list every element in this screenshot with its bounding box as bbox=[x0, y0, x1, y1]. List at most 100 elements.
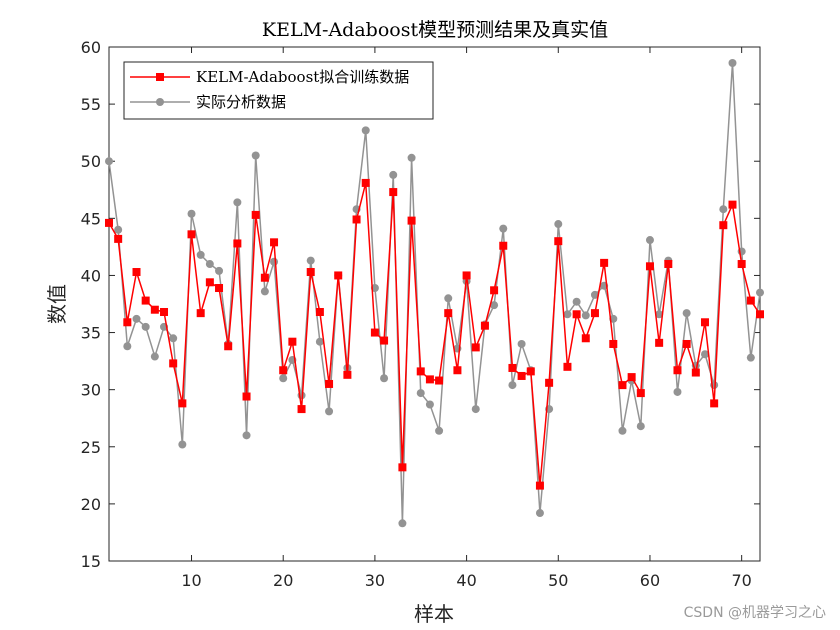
data-point-square bbox=[141, 296, 150, 305]
data-point-circle bbox=[535, 509, 544, 518]
data-point-square bbox=[178, 399, 187, 408]
data-point-circle bbox=[425, 400, 434, 409]
data-point-circle bbox=[673, 387, 682, 396]
data-point-circle bbox=[169, 334, 178, 343]
data-point-circle bbox=[636, 422, 645, 431]
plot-area bbox=[108, 46, 761, 562]
data-point-square bbox=[480, 321, 489, 330]
y-tick-label: 45 bbox=[81, 209, 101, 228]
data-point-circle bbox=[178, 440, 187, 449]
legend: KELM-Adaboost拟合训练数据 实际分析数据 bbox=[123, 61, 434, 120]
data-point-square bbox=[150, 305, 159, 314]
data-point-square bbox=[352, 215, 361, 224]
data-point-circle bbox=[233, 198, 242, 207]
data-point-circle bbox=[260, 287, 269, 296]
data-point-square bbox=[554, 237, 563, 246]
y-tick-label: 60 bbox=[81, 38, 101, 57]
data-point-square bbox=[114, 234, 123, 243]
data-point-square bbox=[719, 221, 728, 230]
x-tick-label: 50 bbox=[548, 571, 568, 590]
data-point-circle bbox=[205, 260, 214, 269]
y-tick-label: 20 bbox=[81, 495, 101, 514]
data-point-square bbox=[737, 260, 746, 269]
data-point-square bbox=[655, 338, 664, 347]
data-point-square bbox=[215, 284, 224, 293]
data-point-circle bbox=[728, 58, 737, 67]
x-axis: 10 20 30 40 50 60 70 bbox=[181, 47, 752, 590]
data-point-square bbox=[361, 178, 370, 187]
data-point-square bbox=[169, 359, 178, 368]
data-point-circle bbox=[746, 353, 755, 362]
data-point-circle bbox=[270, 257, 279, 266]
data-point-square bbox=[618, 381, 627, 390]
data-point-square bbox=[425, 375, 434, 384]
y-axis-label: 数值 bbox=[45, 284, 69, 324]
data-point-circle bbox=[435, 426, 444, 435]
data-point-square bbox=[645, 262, 654, 271]
data-point-circle bbox=[471, 405, 480, 414]
x-tick-label: 40 bbox=[456, 571, 476, 590]
y-tick-label: 50 bbox=[81, 152, 101, 171]
data-point-circle bbox=[196, 250, 205, 259]
legend-box bbox=[123, 61, 434, 120]
data-point-square bbox=[123, 318, 132, 327]
data-point-square bbox=[471, 343, 480, 352]
legend-marker-actual bbox=[156, 98, 164, 106]
data-point-circle bbox=[187, 209, 196, 218]
y-tick-label: 15 bbox=[81, 552, 101, 571]
data-point-circle bbox=[141, 322, 150, 331]
y-axis: 15 20 25 30 35 40 45 50 55 60 bbox=[81, 38, 760, 571]
data-point-circle bbox=[618, 426, 627, 435]
data-point-square bbox=[590, 309, 599, 318]
series-layer bbox=[105, 58, 764, 528]
data-point-square bbox=[746, 296, 755, 305]
data-point-square bbox=[453, 366, 462, 375]
data-point-square bbox=[700, 318, 709, 327]
data-point-circle bbox=[756, 288, 764, 297]
data-point-square bbox=[380, 336, 389, 345]
data-point-square bbox=[535, 481, 544, 490]
data-point-square bbox=[490, 286, 499, 295]
x-tick-label: 60 bbox=[640, 571, 660, 590]
data-point-circle bbox=[590, 290, 599, 299]
legend-marker-kelm bbox=[156, 73, 164, 81]
data-point-square bbox=[205, 278, 214, 287]
data-point-square bbox=[407, 216, 416, 225]
data-point-square bbox=[260, 273, 269, 282]
data-point-square bbox=[636, 389, 645, 398]
data-point-circle bbox=[361, 126, 370, 135]
data-point-circle bbox=[380, 374, 389, 383]
data-point-circle bbox=[499, 224, 508, 233]
data-point-circle bbox=[389, 170, 398, 179]
data-point-circle bbox=[682, 309, 691, 318]
data-point-square bbox=[563, 362, 572, 371]
series-actual bbox=[105, 58, 764, 528]
data-point-square bbox=[462, 271, 471, 280]
data-point-square bbox=[627, 373, 636, 382]
x-axis-label: 样本 bbox=[414, 602, 454, 626]
data-point-circle bbox=[325, 407, 334, 416]
data-point-circle bbox=[105, 157, 113, 166]
data-point-square bbox=[499, 241, 508, 250]
data-point-square bbox=[517, 371, 526, 380]
data-point-square bbox=[682, 339, 691, 348]
y-tick-label: 30 bbox=[81, 381, 101, 400]
data-point-square bbox=[526, 367, 535, 376]
data-point-circle bbox=[508, 381, 517, 390]
data-point-square bbox=[508, 363, 517, 372]
data-point-square bbox=[251, 210, 260, 219]
data-point-circle bbox=[279, 374, 288, 383]
data-point-square bbox=[710, 399, 719, 408]
data-point-circle bbox=[251, 151, 260, 160]
data-point-square bbox=[325, 379, 334, 388]
x-tick-label: 70 bbox=[731, 571, 751, 590]
data-point-square bbox=[572, 310, 581, 319]
data-point-square bbox=[370, 328, 379, 337]
data-point-circle bbox=[572, 297, 581, 306]
data-point-square bbox=[444, 309, 453, 318]
data-point-square bbox=[306, 268, 315, 277]
y-tick-label: 35 bbox=[81, 324, 101, 343]
data-point-square bbox=[242, 392, 251, 401]
data-point-square bbox=[224, 342, 233, 351]
